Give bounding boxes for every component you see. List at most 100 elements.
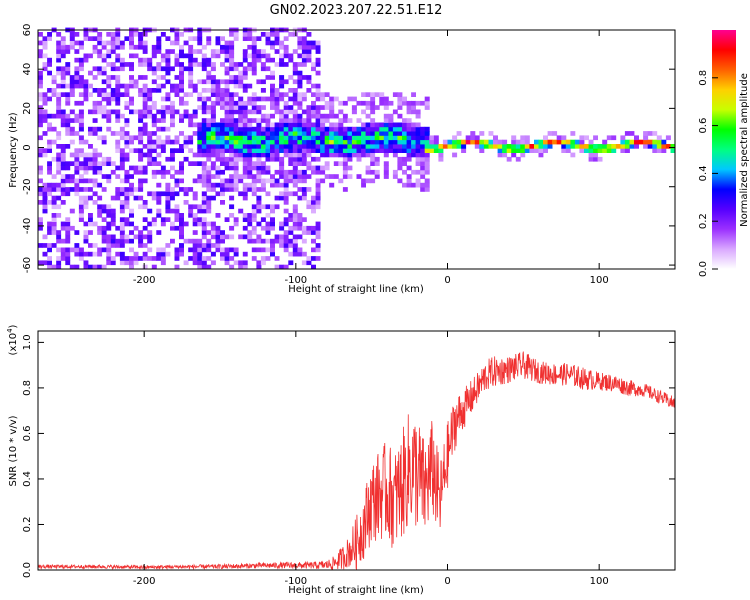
spectrogram-cell bbox=[65, 187, 71, 192]
spectrogram-cell bbox=[342, 161, 348, 166]
spectrogram-cell bbox=[160, 105, 166, 110]
spectrogram-cell bbox=[238, 70, 244, 76]
spectrogram-cell bbox=[315, 49, 321, 54]
spectrogram-cell bbox=[511, 148, 517, 153]
spectrogram-cell bbox=[160, 217, 166, 222]
spectrogram-cell bbox=[215, 88, 221, 93]
spectrogram-cell bbox=[383, 152, 389, 158]
spectrogram-cell bbox=[188, 44, 194, 50]
spectrogram-cell bbox=[74, 165, 80, 171]
spectrogram-cell bbox=[511, 139, 517, 145]
spectrogram-cell bbox=[356, 156, 362, 162]
spectrogram-cell bbox=[74, 40, 80, 46]
spectrogram-cell bbox=[38, 169, 43, 175]
spectrogram-cell bbox=[311, 113, 316, 119]
spectrogram-cell bbox=[115, 238, 121, 244]
spectrogram-cell bbox=[292, 152, 298, 158]
spectrogram-cell bbox=[538, 139, 544, 145]
spectrogram-cell bbox=[238, 178, 244, 184]
spectrogram-cell bbox=[292, 182, 298, 188]
spectrogram-cell bbox=[229, 62, 235, 67]
spectrogram-cell bbox=[119, 62, 125, 67]
spectrogram-cell bbox=[256, 165, 262, 171]
spectrogram-cell bbox=[133, 135, 139, 141]
spectrogram-cell bbox=[265, 139, 271, 145]
spectrogram-cell bbox=[311, 165, 316, 171]
spectrogram-cell bbox=[188, 135, 194, 141]
spectrogram-cell bbox=[97, 204, 103, 210]
spectrogram-cell bbox=[534, 144, 539, 149]
spectrogram-cell bbox=[210, 161, 216, 166]
spectrogram-cell bbox=[51, 264, 57, 270]
spectrogram-cell bbox=[292, 139, 298, 145]
spectrogram-cell bbox=[115, 79, 121, 85]
spectrogram-cell bbox=[315, 126, 321, 132]
spectrogram-cell bbox=[206, 238, 212, 244]
spectrogram-cell bbox=[78, 187, 84, 192]
spectrogram-cell bbox=[156, 83, 162, 89]
spectrogram-cell bbox=[119, 66, 125, 72]
spectrogram-cell bbox=[51, 230, 57, 235]
spectrogram-cell bbox=[106, 49, 112, 54]
spectrogram-cell bbox=[129, 32, 134, 37]
spectrogram-cell bbox=[69, 126, 75, 132]
spectrogram-cell bbox=[260, 217, 266, 222]
spectrogram-cell bbox=[288, 260, 294, 266]
spectrogram-cell bbox=[238, 96, 244, 102]
spectrogram-cell bbox=[552, 131, 558, 136]
spectrogram-cell bbox=[347, 139, 353, 145]
spectrogram-cell bbox=[265, 204, 271, 210]
spectrogram-cell bbox=[179, 53, 184, 59]
spectrogram-cell bbox=[119, 204, 125, 210]
spectrogram-cell bbox=[301, 161, 307, 166]
spectrogram-cell bbox=[215, 79, 221, 85]
spectrogram-cell bbox=[170, 174, 175, 179]
spectrogram-cell bbox=[88, 217, 93, 222]
spectrogram-cell bbox=[170, 49, 175, 54]
spectrogram-cell bbox=[238, 156, 244, 162]
spectrogram-cell bbox=[92, 75, 98, 80]
spectrogram-cell bbox=[60, 122, 66, 128]
spectrogram-cell bbox=[192, 62, 198, 67]
spectrogram-cell bbox=[256, 109, 262, 115]
spectrogram-cell bbox=[552, 139, 558, 145]
spectrogram-cell bbox=[397, 92, 403, 97]
spectrogram-cell bbox=[183, 139, 189, 145]
spectrogram-cell bbox=[192, 178, 198, 184]
spectrogram-cell bbox=[147, 144, 153, 149]
spectrogram-cell bbox=[370, 109, 376, 115]
spectrogram-cell bbox=[165, 204, 171, 210]
spectrogram-cell bbox=[56, 195, 62, 201]
spectrogram-cell bbox=[456, 131, 462, 136]
spectrogram-cell bbox=[288, 118, 294, 123]
spectrogram-cell bbox=[274, 122, 280, 128]
spectrogram-cell bbox=[60, 225, 66, 231]
spectrogram-cell bbox=[47, 122, 52, 128]
spectrogram-cell bbox=[292, 49, 298, 54]
spectrogram-cell bbox=[97, 251, 103, 257]
spectrogram-cell bbox=[160, 83, 166, 89]
spectrogram-cell bbox=[156, 213, 162, 218]
spectrogram-cell bbox=[92, 148, 98, 153]
spectrogram-cell bbox=[265, 66, 271, 72]
spectrogram-cell bbox=[256, 126, 262, 132]
spectrogram-cell bbox=[274, 32, 280, 37]
spectrogram-cell bbox=[51, 204, 57, 210]
spectrogram-cell bbox=[283, 126, 289, 132]
spectrogram-cell bbox=[119, 40, 125, 46]
spectrogram-cell bbox=[165, 187, 171, 192]
spectrogram-cell bbox=[147, 135, 153, 141]
spectrogram-cell bbox=[192, 191, 198, 197]
spectrogram-cell bbox=[47, 264, 52, 270]
spectrogram-cell bbox=[424, 131, 430, 136]
spectrogram-cell bbox=[320, 178, 326, 184]
spectrogram-cell bbox=[210, 135, 216, 141]
spectrogram-cell bbox=[238, 131, 244, 136]
spectrogram-cell bbox=[383, 131, 389, 136]
spectrogram-cell bbox=[247, 36, 253, 41]
spectrogram-cell bbox=[315, 118, 321, 123]
colorbar-tick-label: 0.4 bbox=[698, 165, 709, 181]
spectrogram-cell bbox=[110, 88, 116, 93]
spectrogram-cell bbox=[406, 122, 412, 128]
spectrogram-cell bbox=[251, 96, 257, 102]
